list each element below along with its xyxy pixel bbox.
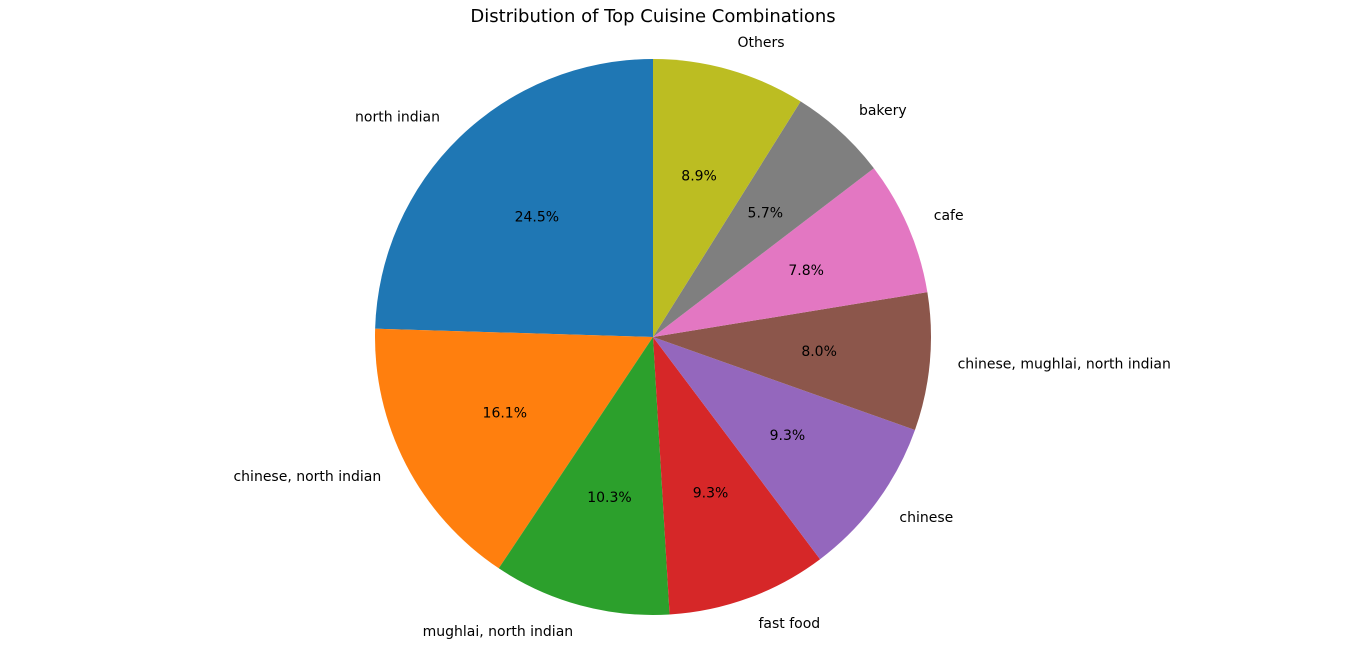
pie-slice-cafe [653,168,928,337]
pie-pct-label-chinese: 9.3% [770,428,806,444]
pie-slice-others [653,59,801,337]
pie-category-label-cafe: cafe [934,208,964,224]
pie-category-label-fast-food: fast food [758,616,820,632]
pie-pct-label-others: 8.9% [681,169,717,185]
pie-category-label-bakery: bakery [859,103,907,119]
pie-slice-mughlai-north-indian [498,337,670,615]
pie-category-label-chinese: chinese [899,510,953,526]
pie-slice-north-indian [375,59,653,337]
pie-category-label-chinese-north-indian: chinese, north indian [233,469,381,485]
pie-category-label-others: Others [737,35,784,51]
pie-pct-label-chinese-mughlai-north-indian: 8.0% [801,344,837,360]
pie-slice-fast-food [653,337,821,615]
pie-category-label-mughlai-north-indian: mughlai, north indian [423,624,574,640]
pie-pct-label-mughlai-north-indian: 10.3% [587,490,631,506]
pie-labels: 24.5% north indian 16.1% chinese, north ind… [233,35,1170,640]
pie-slice-chinese [653,337,915,560]
chart-title: Distribution of Top Cuisine Combinations [470,6,835,27]
pie-slice-chinese-mughlai-north-indian [653,292,931,431]
pie-pct-label-fast-food: 9.3% [693,486,729,502]
pie-slice-chinese-north-indian [374,328,653,569]
pie-slices [374,59,931,615]
pie-pct-label-north-indian: 24.5% [515,209,559,225]
pie-pct-label-cafe: 7.8% [788,263,824,279]
pie-pct-label-bakery: 5.7% [748,206,784,222]
pie-category-label-north-indian: north indian [355,110,440,126]
pie-pct-label-chinese-north-indian: 16.1% [483,406,527,422]
pie-slice-bakery [653,101,874,338]
pie-category-label-chinese-mughlai-north-indian: chinese, mughlai, north indian [958,356,1171,372]
